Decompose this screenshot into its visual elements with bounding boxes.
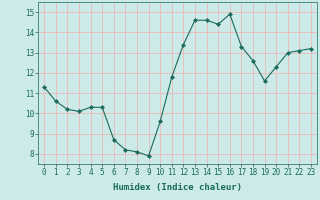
- X-axis label: Humidex (Indice chaleur): Humidex (Indice chaleur): [113, 183, 242, 192]
